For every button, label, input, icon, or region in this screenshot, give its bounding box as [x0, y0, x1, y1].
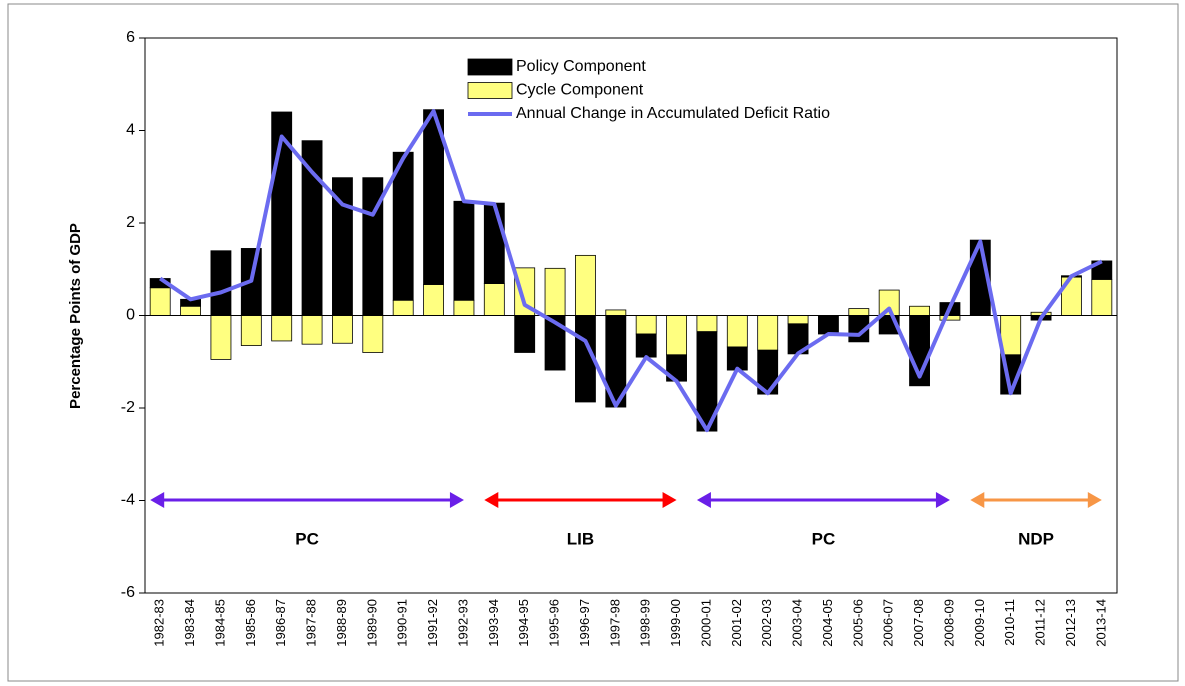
x-tick-label: 1986-87: [273, 599, 288, 647]
y-tick-label: 0: [126, 307, 135, 324]
bar: [423, 284, 444, 316]
bar: [483, 202, 505, 284]
y-axis-label: Percentage Points of GDP: [67, 223, 84, 409]
period-label: LIB: [567, 529, 594, 548]
line: [159, 109, 1103, 433]
bar: [514, 315, 536, 353]
legend-swatch: [467, 58, 513, 76]
bar: [149, 287, 171, 316]
bar: [180, 305, 201, 316]
bar: [818, 315, 839, 335]
x-tick-label: 2007-08: [911, 599, 926, 647]
bar: [483, 283, 505, 316]
x-tick-label: 1995-96: [547, 599, 562, 647]
legend-label: Cycle Component: [516, 82, 644, 99]
bar: [696, 315, 718, 333]
x-tick-label: 2010-11: [1002, 599, 1017, 646]
bar: [362, 315, 384, 353]
x-tick-label: 1987-88: [304, 599, 319, 647]
bar: [210, 315, 232, 360]
x-tick-label: 2001-02: [729, 599, 744, 647]
x-tick-label: 1988-89: [334, 599, 349, 647]
x-tick-label: 1985-86: [243, 599, 258, 647]
x-tick-label: 2011-12: [1033, 599, 1048, 646]
legend-label: Annual Change in Accumulated Deficit Rat…: [516, 105, 830, 122]
bar: [544, 267, 566, 316]
x-tick-label: 1984-85: [212, 599, 227, 647]
y-tick-label: -6: [121, 584, 135, 601]
x-tick-label: 2005-06: [850, 599, 865, 647]
bar: [332, 315, 353, 344]
bar: [301, 315, 323, 345]
bar: [453, 200, 475, 301]
x-tick-label: 1996-97: [577, 599, 592, 647]
x-tick-label: 2009-10: [972, 599, 987, 647]
bar: [392, 299, 414, 316]
bar: [271, 315, 293, 342]
x-tick-label: 2006-07: [881, 599, 896, 647]
period-label: PC: [812, 529, 836, 548]
x-tick-label: 2002-03: [759, 599, 774, 647]
bar: [666, 315, 687, 356]
x-tick-label: 1990-91: [395, 599, 410, 647]
y-tick-label: 2: [126, 214, 135, 231]
arrow-head: [970, 492, 1102, 508]
y-tick-label: 4: [126, 122, 135, 139]
x-tick-label: 1999-00: [668, 599, 683, 647]
x-tick-label: 1989-90: [364, 599, 379, 647]
bar: [726, 315, 748, 348]
x-tick-label: 1982-83: [152, 599, 167, 647]
legend-swatch: [467, 82, 513, 99]
x-tick-label: 2000-01: [698, 599, 713, 647]
x-tick-label: 1983-84: [182, 599, 197, 647]
y-tick-label: -2: [121, 399, 135, 416]
bar: [787, 315, 809, 325]
bar: [392, 151, 414, 301]
x-tick-label: 1991-92: [425, 599, 440, 647]
bar: [1091, 279, 1113, 316]
bar: [210, 250, 232, 316]
x-tick-label: 1993-94: [486, 599, 501, 647]
x-tick-label: 2003-04: [790, 599, 805, 647]
x-tick-label: 1992-93: [455, 599, 470, 647]
bar: [726, 346, 748, 371]
period-label: PC: [295, 529, 319, 548]
x-tick-label: 2004-05: [820, 599, 835, 647]
bar: [453, 299, 475, 316]
bar: [605, 309, 627, 316]
x-tick-label: 1998-99: [638, 599, 653, 647]
y-tick-label: -4: [121, 492, 135, 509]
x-tick-label: 1997-98: [607, 599, 622, 647]
bar: [575, 254, 596, 316]
bar: [848, 308, 870, 316]
x-tick-label: 2012-13: [1063, 599, 1078, 647]
y-tick-label: 6: [126, 29, 135, 46]
x-tick-label: 2008-09: [941, 599, 956, 647]
bar: [635, 315, 657, 335]
period-label: NDP: [1018, 529, 1054, 548]
bar: [240, 315, 262, 346]
bar: [909, 305, 930, 316]
x-tick-label: 1994-95: [516, 599, 531, 647]
legend-label: Policy Component: [516, 58, 646, 75]
x-tick-label: 2013-14: [1093, 599, 1108, 647]
bar: [757, 315, 779, 351]
bar: [635, 333, 657, 358]
